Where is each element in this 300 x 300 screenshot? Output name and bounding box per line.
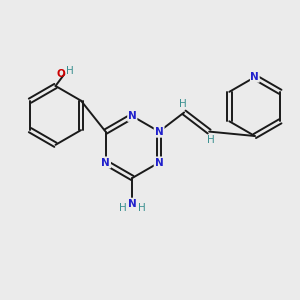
Text: N: N [155,158,164,167]
Text: N: N [250,72,259,82]
Text: N: N [155,158,164,167]
Text: N: N [128,199,137,208]
Text: N: N [128,111,137,121]
Text: N: N [155,127,164,136]
Text: H: H [207,135,214,145]
Text: N: N [101,158,110,167]
Text: H: H [119,203,127,213]
Text: O: O [57,69,66,79]
Text: N: N [128,111,137,121]
Text: N: N [155,158,164,167]
Text: N: N [101,158,110,167]
Text: N: N [101,158,110,167]
Text: N: N [155,158,164,167]
Text: N: N [155,127,164,136]
Text: H: H [66,66,74,76]
Text: N: N [101,158,110,167]
Text: H: H [179,99,187,109]
Text: H: H [138,203,146,213]
